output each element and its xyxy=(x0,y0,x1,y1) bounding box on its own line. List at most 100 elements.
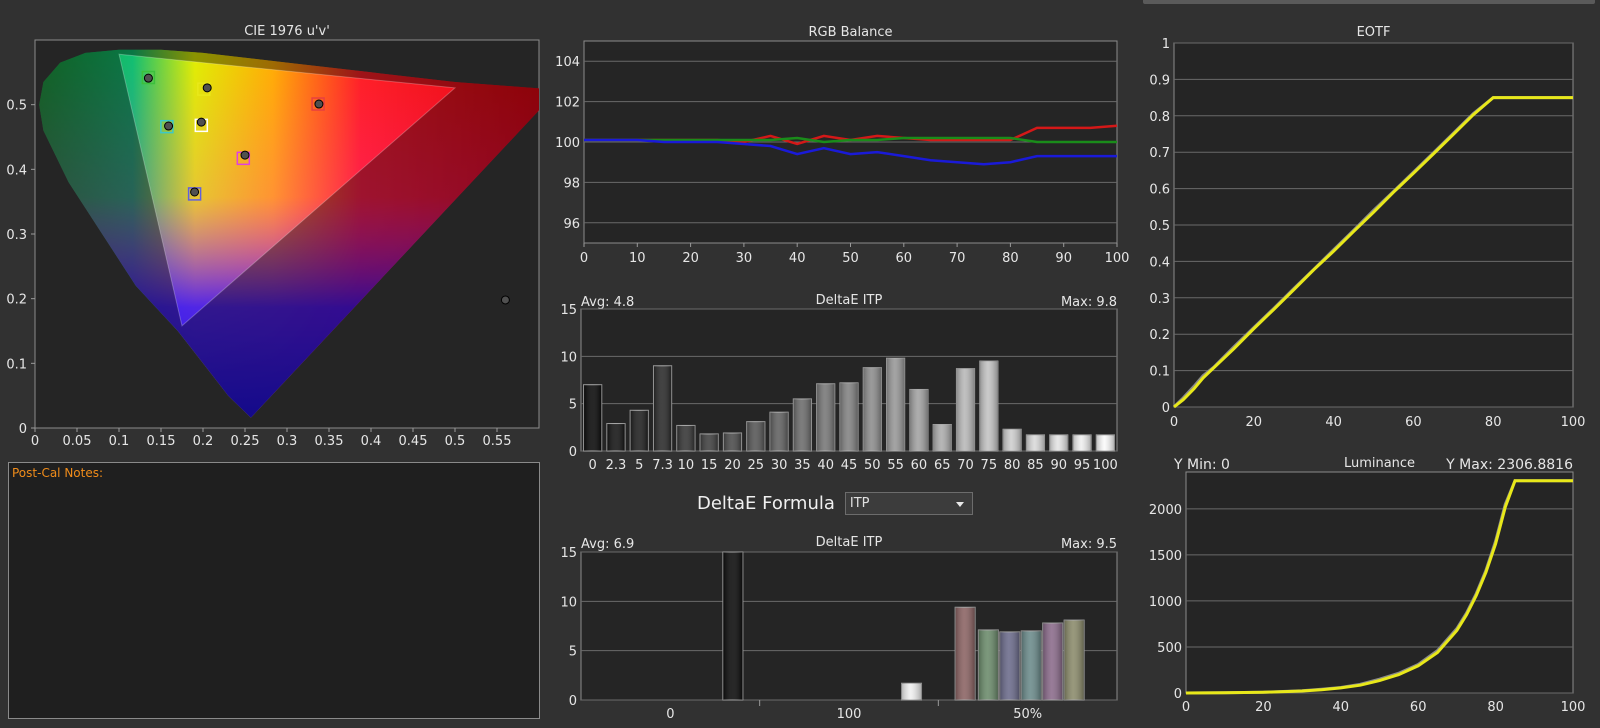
de1-bar-sheen xyxy=(886,358,905,451)
de1-bar-sheen xyxy=(863,367,882,451)
eotf-y-tick-label: 0.4 xyxy=(1149,255,1170,270)
de2-bar-sheen xyxy=(1042,623,1063,700)
de2-y-tick-label: 10 xyxy=(560,595,577,610)
rgb-x-tick-label: 30 xyxy=(736,251,753,266)
cie-measured-point xyxy=(202,83,212,93)
lum-x-tick-label: 40 xyxy=(1333,700,1350,715)
cie-y-tick-label: 0.2 xyxy=(6,293,27,308)
cie-x-tick-label: 0.55 xyxy=(483,434,512,449)
de1-max-label: Max: 9.8 xyxy=(1061,295,1117,310)
de1-y-tick-label: 15 xyxy=(560,303,577,318)
eotf-x-tick-label: 0 xyxy=(1170,415,1178,430)
de2-y-tick-label: 15 xyxy=(560,546,577,561)
post-cal-notes-label: Post-Cal Notes: xyxy=(12,466,104,480)
cie-title: CIE 1976 u'v' xyxy=(244,24,330,39)
de1-x-tick-label: 100 xyxy=(1093,458,1118,473)
deltae-formula-select[interactable]: ITP xyxy=(844,491,973,515)
de1-avg-label: Avg: 4.8 xyxy=(581,295,634,310)
rgb-y-tick-label: 104 xyxy=(555,55,580,70)
eotf-chart: EOTF 0 0.1 0.2 0.3 0.4 0.5 0.6 0.7 0.8 0.9 1 0 20 40 60… xyxy=(1149,25,1585,430)
de1-x-tick-label: 30 xyxy=(771,458,788,473)
de2-bar-sheen xyxy=(978,629,999,700)
luminance-chart: Luminance Y Min: 0 Y Max: 2306.8816 0 500 100… xyxy=(1149,456,1586,715)
de1-bar-sheen xyxy=(933,424,952,451)
lum-title: Luminance xyxy=(1344,456,1415,471)
cie-spectral-locus-overlay xyxy=(39,49,539,418)
deltae-formula-row: DeltaE Formula ITP xyxy=(697,490,973,516)
de1-x-tick-label: 5 xyxy=(635,458,643,473)
de1-bar-sheen xyxy=(583,384,602,451)
rgb-x-tick-label: 0 xyxy=(580,251,588,266)
cie-outside-gamut-shade xyxy=(39,49,539,418)
de2-max-label: Max: 9.5 xyxy=(1061,537,1117,552)
rgb-y-tick-label: 102 xyxy=(555,96,580,111)
cie-y-tick-label: 0 xyxy=(19,422,27,437)
cie-x-tick-label: 0.2 xyxy=(193,434,214,449)
rgb-series-line xyxy=(584,138,1117,166)
de2-bar-sheen xyxy=(722,552,743,700)
de1-bar-sheen xyxy=(839,382,859,451)
eotf-y-tick-label: 0.9 xyxy=(1149,73,1170,88)
chevron-down-icon xyxy=(955,501,964,507)
cie-y-tick-label: 0.3 xyxy=(6,228,27,243)
de1-bar-sheen xyxy=(746,421,765,451)
de1-x-tick-label: 45 xyxy=(841,458,858,473)
cie-x-tick-label: 0.15 xyxy=(147,434,176,449)
de1-bar-sheen xyxy=(1003,429,1022,451)
rgb-x-tick-label: 20 xyxy=(682,251,699,266)
de2-y-tick-label: 0 xyxy=(569,694,577,709)
cie-x-tick-label: 0 xyxy=(31,434,39,449)
de2-title: DeltaE ITP xyxy=(816,535,883,550)
cie-x-tick-label: 0.3 xyxy=(277,434,298,449)
lum-x-tick-label: 20 xyxy=(1255,700,1272,715)
deltae-grayscale-chart: DeltaE ITP Avg: 4.8 Max: 9.8 0 5 10 15 0 2.3 5 7.3… xyxy=(560,293,1117,473)
eotf-x-tick-label: 100 xyxy=(1561,415,1586,430)
cie-y-tick-label: 0.4 xyxy=(6,163,27,178)
lum-x-tick-label: 0 xyxy=(1182,700,1190,715)
lum-x-tick-label: 100 xyxy=(1561,700,1586,715)
eotf-y-tick-label: 1 xyxy=(1162,37,1170,52)
de1-bar-sheen xyxy=(909,389,929,451)
de1-x-tick-label: 65 xyxy=(934,458,951,473)
de1-y-tick-label: 0 xyxy=(569,445,577,460)
cie-measured-point xyxy=(164,121,174,131)
de1-x-tick-label: 20 xyxy=(724,458,741,473)
de1-x-tick-label: 10 xyxy=(678,458,695,473)
rgb-x-tick-label: 70 xyxy=(949,251,966,266)
eotf-y-tick-label: 0.7 xyxy=(1149,146,1170,161)
cie-measured-point xyxy=(196,117,206,127)
eotf-x-tick-label: 60 xyxy=(1405,415,1422,430)
post-cal-notes-panel[interactable]: Post-Cal Notes: xyxy=(8,462,540,719)
deltae-formula-label: DeltaE Formula xyxy=(697,492,835,514)
de1-bar-sheen xyxy=(606,423,626,451)
eotf-x-tick-label: 80 xyxy=(1485,415,1502,430)
de1-y-tick-label: 10 xyxy=(560,350,577,365)
lum-ymin-label: Y Min: 0 xyxy=(1173,457,1230,473)
cie-locus-group xyxy=(39,49,539,418)
eotf-x-tick-label: 20 xyxy=(1246,415,1263,430)
de1-x-tick-label: 50 xyxy=(864,458,881,473)
rgb-y-tick-label: 96 xyxy=(563,217,580,232)
lum-ymax-label: Y Max: 2306.8816 xyxy=(1445,457,1573,473)
lum-series-line xyxy=(1185,479,1573,695)
de1-bar-sheen xyxy=(630,410,649,451)
de2-bar-sheen xyxy=(1064,620,1085,700)
de1-bar-sheen xyxy=(979,361,998,451)
eotf-series-line xyxy=(1173,96,1573,409)
de1-bar-sheen xyxy=(1049,434,1068,451)
de1-x-tick-label: 2.3 xyxy=(606,458,627,473)
cie-measured-point xyxy=(500,295,510,305)
de1-x-tick-label: 95 xyxy=(1074,458,1091,473)
cie-x-tick-label: 0.35 xyxy=(315,434,344,449)
cie-measured-point xyxy=(314,99,324,109)
lum-y-tick-label: 500 xyxy=(1157,641,1182,656)
cie-y-tick-label: 0.1 xyxy=(6,357,27,372)
de1-bar-sheen xyxy=(653,365,672,451)
de1-bar-sheen xyxy=(723,433,742,451)
cie-x-tick-label: 0.4 xyxy=(361,434,382,449)
cie-measured-point xyxy=(143,73,153,83)
rgb-x-tick-label: 60 xyxy=(896,251,913,266)
top-input-bar[interactable] xyxy=(1143,0,1595,4)
cie-x-tick-label: 0.25 xyxy=(231,434,260,449)
